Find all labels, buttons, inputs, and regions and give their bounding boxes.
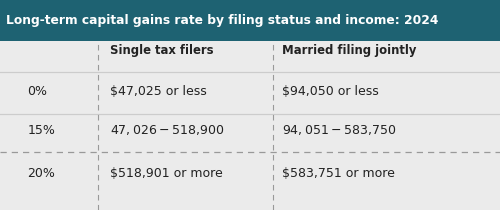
Text: 20%: 20%	[28, 167, 56, 180]
Text: Married filing jointly: Married filing jointly	[282, 44, 417, 57]
Text: $47,026-$518,900: $47,026-$518,900	[110, 123, 224, 137]
Text: $583,751 or more: $583,751 or more	[282, 167, 396, 180]
Text: $518,901 or more: $518,901 or more	[110, 167, 223, 180]
Text: Single tax filers: Single tax filers	[110, 44, 214, 57]
Bar	[0, 0, 500, 41]
Text: $94,050 or less: $94,050 or less	[282, 85, 380, 98]
Text: $47,025 or less: $47,025 or less	[110, 85, 207, 98]
Text: Long-term capital gains rate by filing status and income: 2024: Long-term capital gains rate by filing s…	[6, 14, 438, 27]
Text: 0%: 0%	[28, 85, 48, 98]
Text: 15%: 15%	[28, 124, 56, 137]
Text: $94,051-$583,750: $94,051-$583,750	[282, 123, 397, 137]
